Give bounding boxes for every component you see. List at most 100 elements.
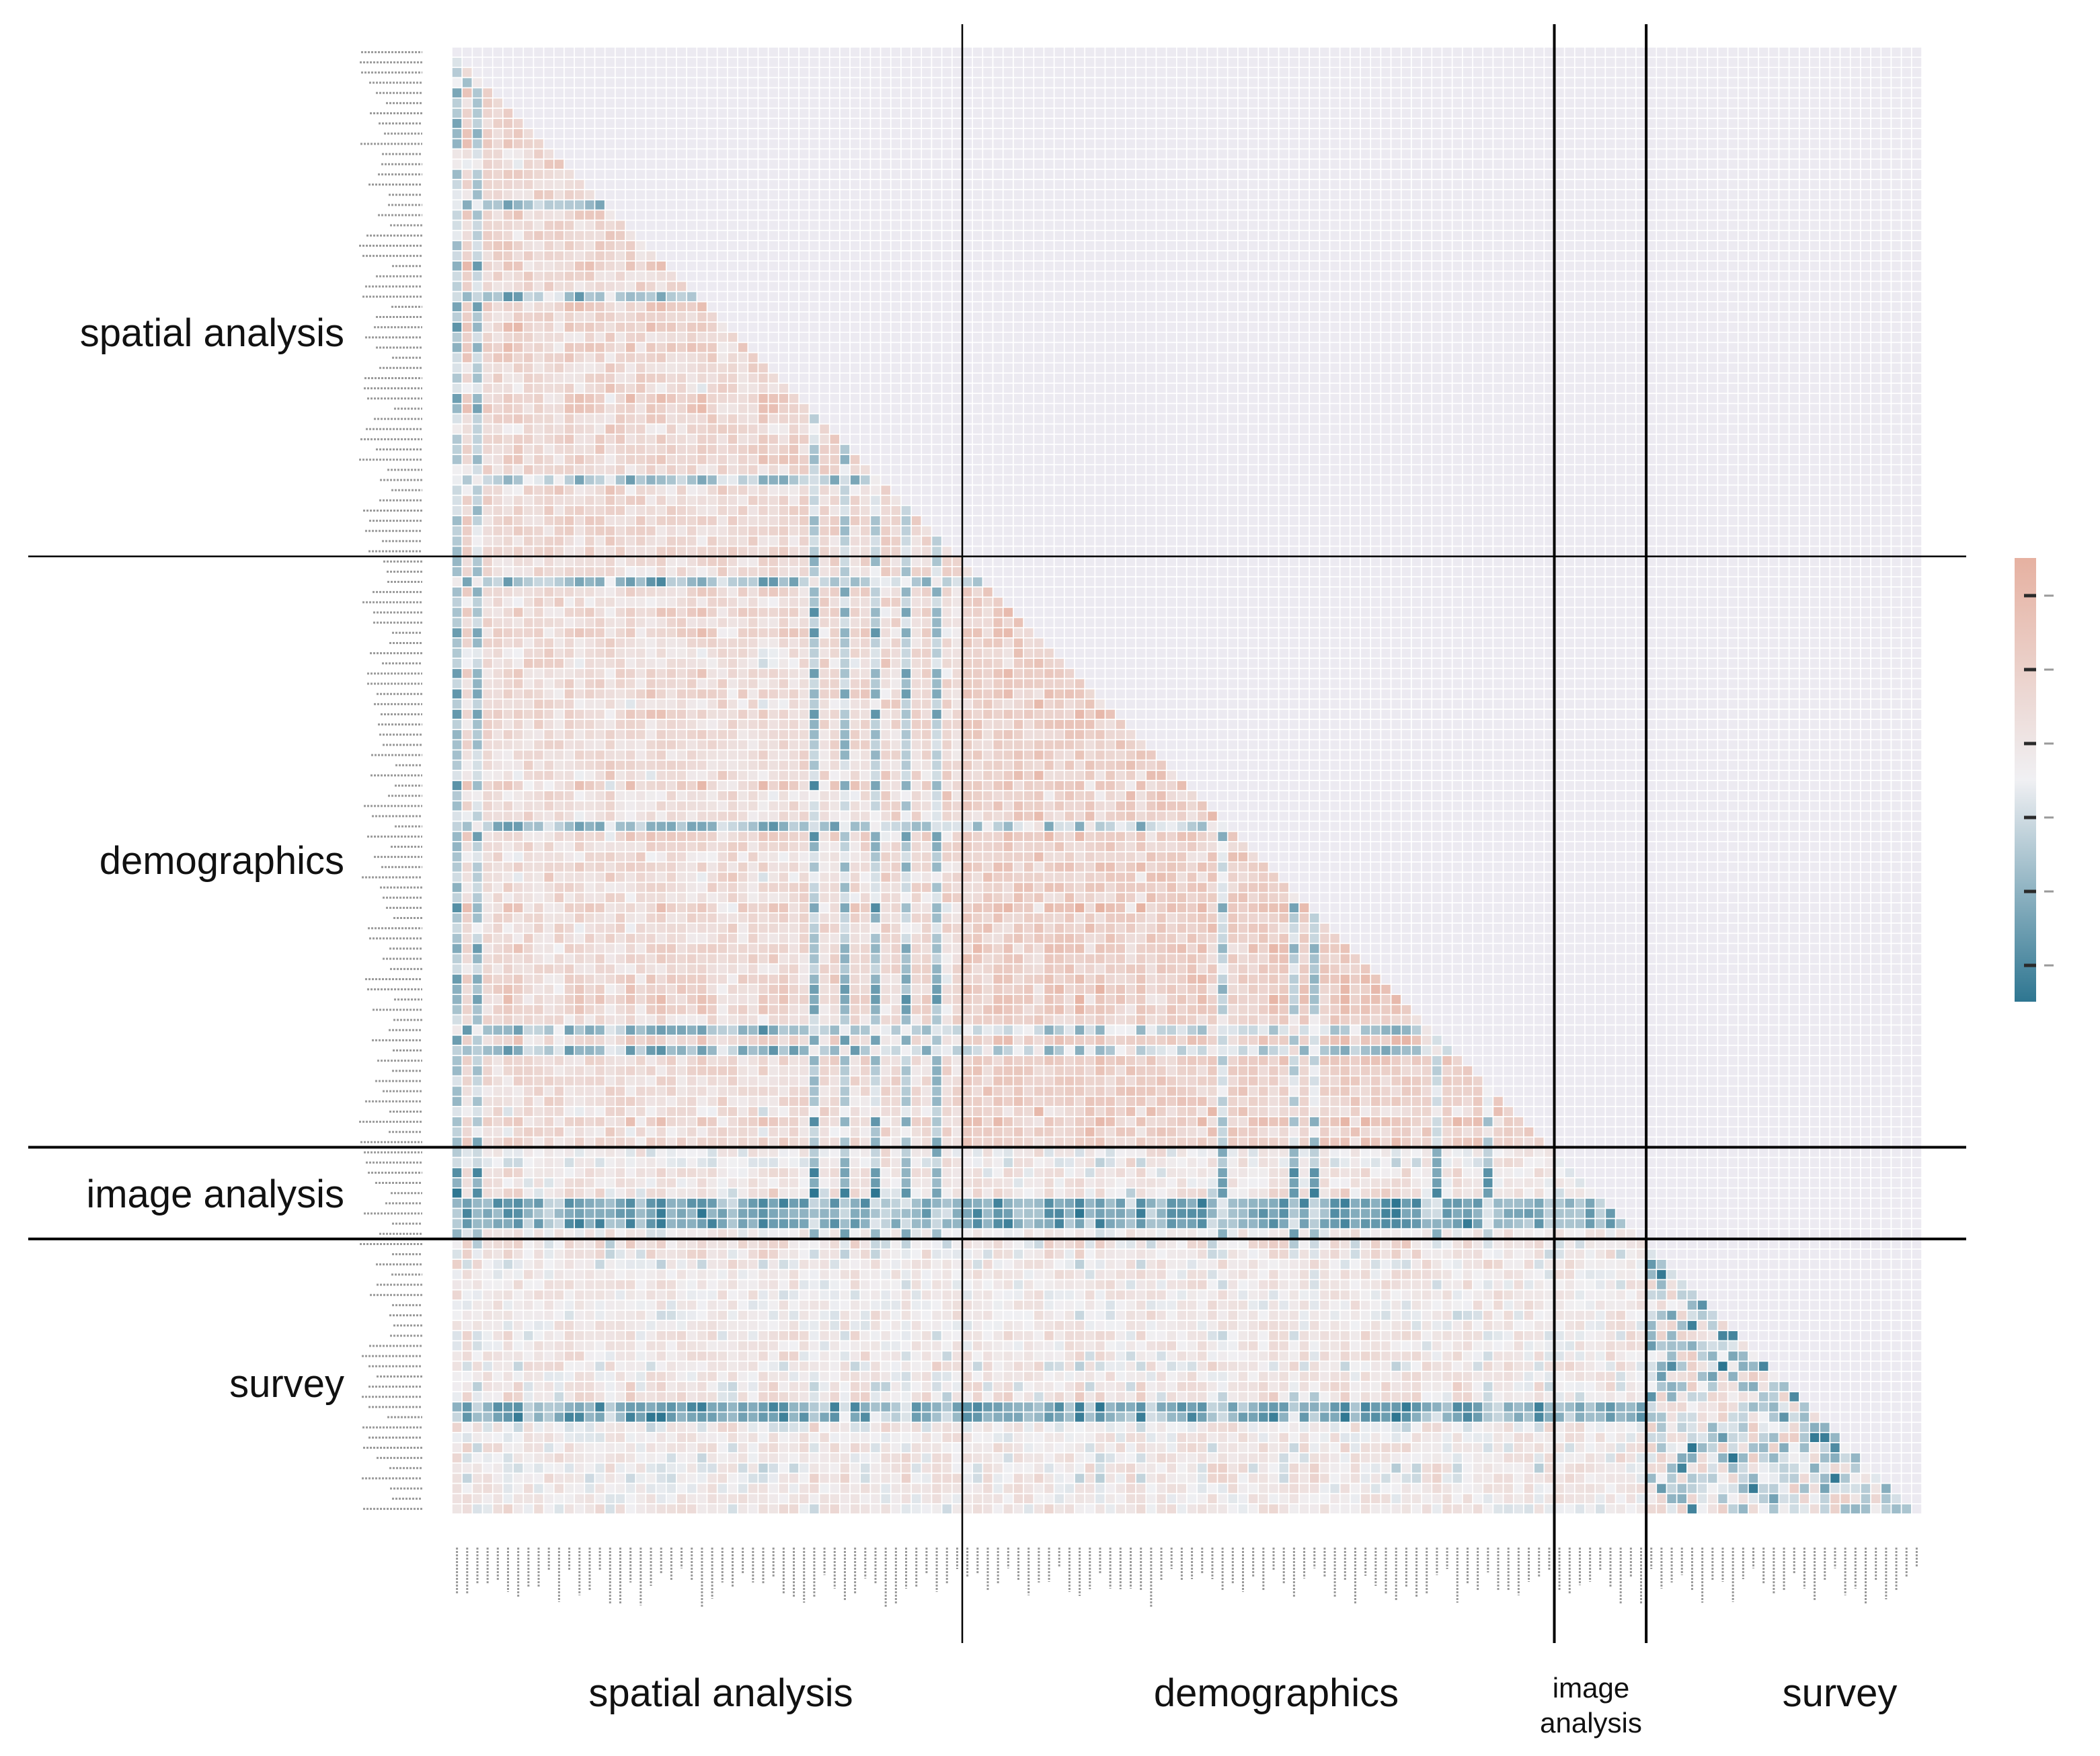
- masked-cell: [1216, 290, 1229, 303]
- masked-cell: [1604, 67, 1617, 79]
- masked-cell: [951, 260, 963, 272]
- masked-cell: [1155, 67, 1167, 79]
- masked-cell: [1574, 56, 1586, 69]
- masked-cell: [1635, 128, 1647, 140]
- masked-cell: [1074, 383, 1085, 394]
- masked-cell: [1788, 434, 1800, 445]
- masked-cell: [1247, 219, 1259, 231]
- masked-cell: [931, 97, 943, 109]
- masked-cell: [1697, 219, 1709, 231]
- masked-cell: [625, 128, 637, 140]
- masked-cell: [1604, 413, 1617, 425]
- masked-cell: [880, 199, 892, 211]
- masked-cell: [972, 56, 984, 69]
- masked-cell: [890, 321, 902, 333]
- masked-cell: [1768, 250, 1780, 262]
- masked-cell: [1707, 250, 1719, 262]
- masked-cell: [1421, 413, 1433, 425]
- masked-cell: [962, 46, 974, 58]
- masked-cell: [1860, 108, 1871, 119]
- masked-cell: [1748, 444, 1759, 455]
- masked-cell: [1502, 290, 1514, 303]
- masked-cell: [1462, 311, 1473, 323]
- masked-cell: [1104, 67, 1116, 79]
- masked-cell: [1870, 169, 1882, 180]
- masked-cell: [1799, 240, 1810, 251]
- masked-cell: [1615, 444, 1627, 455]
- masked-cell: [1350, 423, 1361, 435]
- masked-cell: [1707, 290, 1719, 303]
- masked-cell: [1247, 77, 1259, 89]
- masked-cell: [859, 311, 871, 323]
- masked-cell: [1247, 260, 1259, 272]
- masked-cell: [1319, 362, 1331, 374]
- masked-cell: [1206, 372, 1218, 384]
- masked-cell: [492, 87, 504, 99]
- masked-cell: [849, 67, 861, 79]
- masked-cell: [1870, 138, 1882, 150]
- masked-cell: [1462, 87, 1473, 99]
- masked-cell: [625, 169, 637, 180]
- masked-cell: [1400, 229, 1412, 241]
- masked-cell: [951, 169, 963, 180]
- masked-cell: [1257, 444, 1270, 455]
- masked-cell: [1758, 56, 1770, 69]
- masked-cell: [1697, 342, 1709, 354]
- masked-cell: [676, 77, 687, 89]
- masked-cell: [1186, 331, 1198, 344]
- masked-cell: [1900, 199, 1912, 211]
- masked-cell: [1094, 311, 1106, 323]
- masked-cell: [1431, 219, 1443, 231]
- masked-cell: [1013, 280, 1024, 292]
- masked-cell: [1717, 393, 1729, 405]
- masked-cell: [1278, 362, 1290, 374]
- masked-cell: [788, 199, 800, 211]
- masked-cell: [1329, 108, 1341, 119]
- masked-cell: [992, 342, 1004, 354]
- masked-cell: [1319, 301, 1331, 313]
- masked-cell: [1584, 56, 1596, 69]
- masked-cell: [1288, 372, 1300, 384]
- masked-cell: [1860, 179, 1871, 190]
- masked-cell: [1900, 189, 1912, 201]
- masked-cell: [1309, 250, 1321, 262]
- masked-cell: [972, 383, 984, 394]
- masked-cell: [1584, 229, 1596, 241]
- masked-cell: [1574, 169, 1586, 180]
- masked-cell: [1462, 189, 1473, 201]
- masked-cell: [1849, 290, 1861, 303]
- masked-cell: [604, 128, 616, 140]
- masked-cell: [1604, 342, 1617, 354]
- masked-cell: [1135, 46, 1147, 58]
- masked-cell: [1155, 189, 1167, 201]
- masked-cell: [1053, 209, 1065, 221]
- masked-cell: [1053, 372, 1065, 384]
- masked-cell: [1084, 260, 1096, 272]
- masked-cell: [1778, 413, 1790, 425]
- masked-cell: [1717, 169, 1729, 180]
- masked-cell: [1594, 250, 1606, 262]
- masked-cell: [788, 321, 800, 333]
- masked-cell: [1482, 311, 1494, 323]
- masked-cell: [747, 260, 759, 272]
- masked-cell: [1492, 403, 1504, 415]
- masked-cell: [1512, 444, 1524, 455]
- masked-cell: [727, 56, 738, 69]
- masked-cell: [502, 56, 514, 69]
- masked-cell: [1421, 342, 1433, 354]
- masked-cell: [1176, 128, 1188, 140]
- masked-cell: [941, 383, 953, 394]
- masked-cell: [1227, 56, 1239, 69]
- masked-cell: [910, 240, 923, 251]
- masked-cell: [1104, 219, 1116, 231]
- masked-cell: [1533, 250, 1545, 262]
- masked-cell: [880, 209, 892, 221]
- masked-cell: [1114, 403, 1126, 415]
- masked-cell: [1043, 77, 1055, 89]
- masked-cell: [1114, 260, 1126, 272]
- masked-cell: [910, 189, 923, 201]
- masked-cell: [1155, 169, 1167, 180]
- masked-cell: [1400, 199, 1412, 211]
- masked-cell: [1799, 229, 1810, 241]
- masked-cell: [1114, 311, 1126, 323]
